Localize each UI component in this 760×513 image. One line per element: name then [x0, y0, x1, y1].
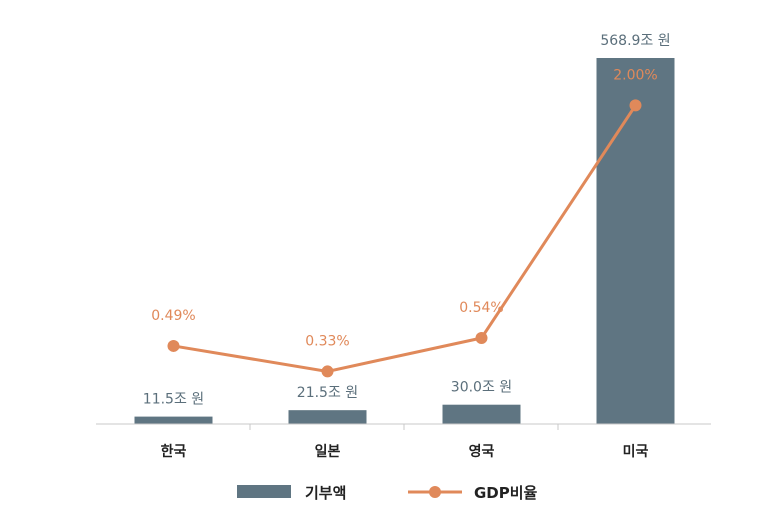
line-value-label: 0.49%	[151, 308, 195, 324]
gdp-ratio-line	[173, 104, 637, 373]
line-point-0	[167, 339, 180, 352]
line-value-label: 2.00%	[613, 67, 657, 83]
line-value-label: 0.33%	[305, 333, 349, 349]
legend-line-label: GDP비율	[474, 484, 538, 502]
bar-0	[134, 416, 213, 424]
line-point-1	[321, 365, 334, 378]
line-value-label: 0.54%	[459, 300, 503, 316]
category-label: 영국	[469, 443, 495, 460]
legend-line-marker	[429, 486, 441, 498]
legend: 기부액 GDP비율	[237, 484, 538, 502]
bar-3	[596, 58, 675, 424]
line-point-3	[629, 99, 642, 112]
bar-1	[288, 410, 367, 424]
bar-value-label: 568.9조 원	[600, 33, 670, 49]
bar-value-label: 21.5조 원	[297, 385, 358, 401]
category-label: 한국	[161, 444, 187, 460]
legend-bar-swatch	[237, 485, 291, 498]
line-point-2	[475, 331, 488, 344]
bar-value-label: 30.0조 원	[451, 380, 512, 396]
bar-2	[442, 404, 521, 424]
category-label: 일본	[315, 444, 341, 460]
category-label: 미국	[623, 444, 649, 460]
bar-value-label: 11.5조 원	[143, 392, 204, 408]
legend-bar-label: 기부액	[305, 484, 346, 502]
